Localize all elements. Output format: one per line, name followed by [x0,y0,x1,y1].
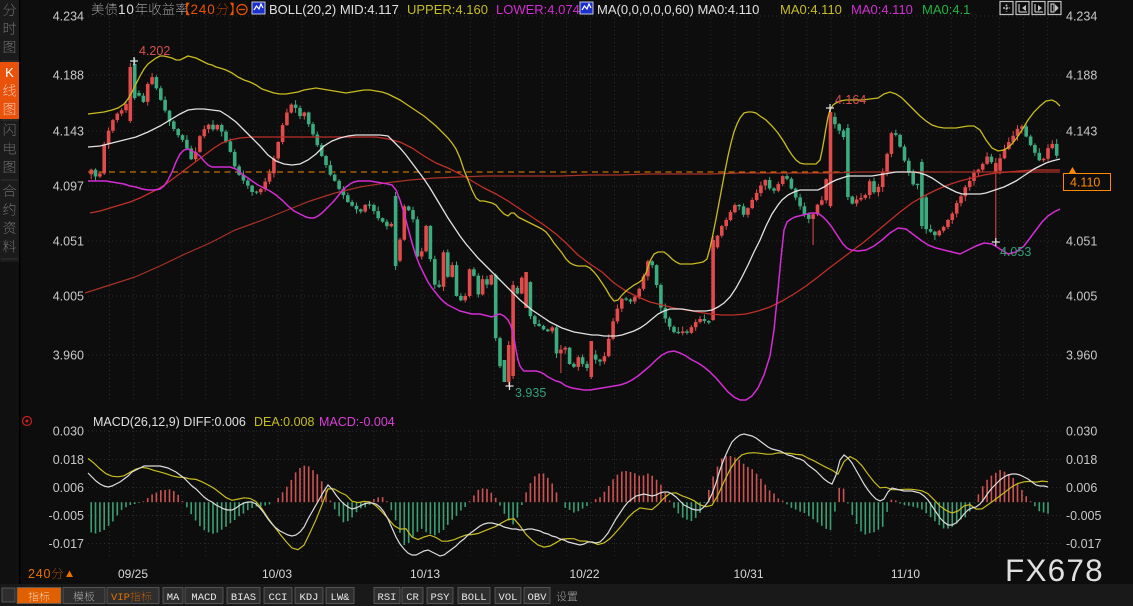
svg-text:-0.017: -0.017 [49,537,84,551]
svg-text:-0.017: -0.017 [1066,537,1101,551]
svg-text:MA0:4.110: MA0:4.110 [851,2,913,17]
svg-text:2: 2 [191,2,199,17]
svg-text:4: 4 [36,567,43,581]
svg-text:0: 0 [44,567,51,581]
svg-text:VOL: VOL [499,592,518,604]
svg-text:4.164: 4.164 [835,93,866,107]
svg-text:3.935: 3.935 [515,386,546,400]
svg-text:2: 2 [28,567,35,581]
svg-text:4.005: 4.005 [1066,290,1097,304]
svg-text:4.051: 4.051 [1066,235,1097,249]
svg-text:MACD: MACD [191,592,216,604]
svg-text:4.188: 4.188 [53,69,84,83]
svg-text:DEA:0.008: DEA:0.008 [254,415,315,429]
svg-text:0: 0 [126,2,134,17]
svg-text:0: 0 [207,2,215,17]
svg-text:CCI: CCI [269,592,288,604]
svg-text:RSI: RSI [378,592,397,604]
svg-text:4.188: 4.188 [1066,69,1097,83]
svg-text:PSY: PSY [431,592,451,604]
svg-text:-0.005: -0.005 [1066,509,1101,523]
svg-text:3.960: 3.960 [53,349,84,363]
svg-text:LOWER:4.074: LOWER:4.074 [496,2,580,17]
svg-text:09/25: 09/25 [118,567,148,581]
svg-text:3.960: 3.960 [1066,349,1097,363]
svg-text:0.006: 0.006 [1066,481,1097,495]
svg-text:UPPER:4.160: UPPER:4.160 [407,2,488,17]
svg-text:0.018: 0.018 [53,453,84,467]
svg-text:11/10: 11/10 [891,567,920,581]
svg-text:BOLL(20,2) MID:4.117: BOLL(20,2) MID:4.117 [269,2,399,17]
svg-text:MACD(26,12,9) DIFF:0.006: MACD(26,12,9) DIFF:0.006 [93,415,246,429]
svg-text:4.110: 4.110 [1070,176,1100,190]
svg-text:CR: CR [406,592,419,604]
svg-text:MA0:4.110: MA0:4.110 [780,2,842,17]
svg-text:4.143: 4.143 [53,125,84,139]
svg-text:0.030: 0.030 [1066,425,1097,439]
svg-text:10/13: 10/13 [410,567,440,581]
svg-text:4.143: 4.143 [1066,125,1097,139]
svg-text:0.018: 0.018 [1066,453,1097,467]
svg-text:LW&: LW& [331,592,351,604]
svg-text:4.234: 4.234 [1066,10,1097,24]
svg-text:4.005: 4.005 [53,290,84,304]
svg-text:4.051: 4.051 [53,235,84,249]
svg-text:MA(0,0,0,0,0,60) MA0:4.110: MA(0,0,0,0,0,60) MA0:4.110 [597,2,759,17]
svg-text:VIP: VIP [111,592,130,604]
svg-text:OBV: OBV [528,592,548,604]
svg-text:4.202: 4.202 [139,44,170,58]
svg-text:BIAS: BIAS [231,592,256,604]
svg-text:10/22: 10/22 [569,567,599,581]
svg-text:0.030: 0.030 [53,425,84,439]
svg-text:FX678: FX678 [1005,552,1104,588]
svg-text:4.097: 4.097 [53,180,84,194]
svg-text:0.006: 0.006 [53,481,84,495]
svg-text:10/31: 10/31 [733,567,763,581]
svg-text:4.234: 4.234 [53,10,84,24]
svg-text:4.053: 4.053 [1000,245,1031,259]
svg-text:BOLL: BOLL [461,592,486,604]
svg-text:MACD:-0.004: MACD:-0.004 [319,415,395,429]
svg-text:MA0:4.1: MA0:4.1 [922,2,970,17]
svg-text:10/03: 10/03 [262,567,292,581]
svg-text:KDJ: KDJ [300,592,319,604]
svg-text:1: 1 [118,2,126,17]
svg-text:MA: MA [167,592,180,604]
svg-text:4: 4 [199,2,207,17]
svg-text:K: K [5,65,14,80]
svg-text:-0.005: -0.005 [49,509,84,523]
